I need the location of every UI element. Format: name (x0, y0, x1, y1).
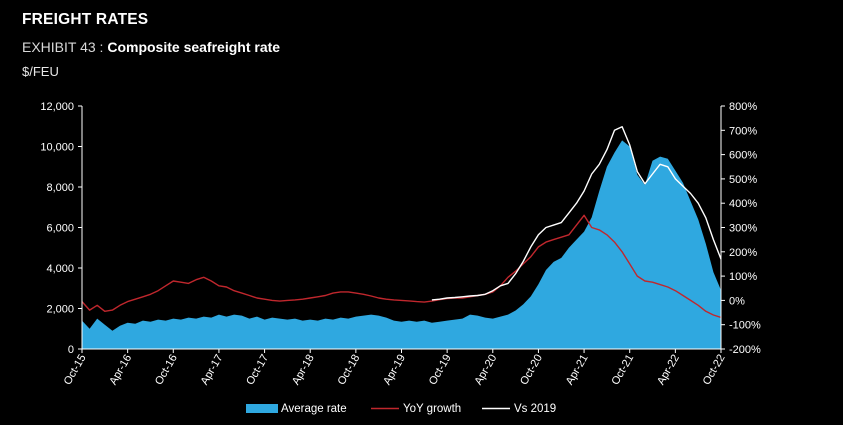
right-tick-label: 600% (729, 150, 757, 162)
x-tick-label: Apr-19 (381, 353, 408, 388)
left-tick-label: 10,000 (40, 142, 74, 154)
x-tick-label: Apr-17 (199, 353, 226, 388)
right-tick-label: 400% (729, 198, 757, 210)
legend-label-average-rate: Average rate (281, 403, 347, 415)
x-tick-label: Oct-22 (701, 353, 728, 388)
left-tick-label: 2,000 (46, 304, 74, 316)
right-tick-label: 700% (729, 125, 757, 137)
unit-label: $/FEU (22, 64, 59, 79)
legend: Average rate YoY growth Vs 2019 (246, 403, 556, 415)
x-tick-label: Apr-16 (107, 353, 134, 388)
legend-label-vs-2019: Vs 2019 (514, 403, 556, 415)
x-tick-label: Oct-20 (518, 353, 545, 388)
right-tick-label: 500% (729, 174, 757, 186)
right-tick-label: -200% (729, 344, 761, 356)
right-tick-label: 200% (729, 247, 757, 259)
left-tick-label: 12,000 (40, 101, 74, 113)
series-average-rate-area (82, 140, 721, 349)
series-vs-2019-line (431, 126, 722, 301)
x-tick-label: Oct-16 (153, 353, 180, 388)
series-yoy-growth-line (81, 214, 722, 319)
x-tick-label: Apr-22 (655, 353, 682, 388)
legend-swatch-average-rate (246, 404, 278, 413)
legend-label-yoy-growth: YoY growth (403, 403, 461, 415)
plot-area (81, 126, 722, 349)
x-tick-label: Apr-18 (290, 353, 317, 388)
left-tick-label: 8,000 (46, 182, 74, 194)
x-tick-label: Apr-20 (472, 353, 499, 388)
right-tick-label: 100% (729, 271, 757, 283)
section-title: FREIGHT RATES (22, 11, 149, 28)
left-tick-label: 4,000 (46, 263, 74, 275)
x-tick-label: Oct-19 (427, 353, 454, 388)
right-tick-label: 300% (729, 223, 757, 235)
right-tick-label: -100% (729, 320, 761, 332)
exhibit-heading: EXHIBIT 43 : Composite seafreight rate (22, 39, 280, 55)
x-tick-label: Oct-15 (62, 353, 89, 388)
left-tick-label: 6,000 (46, 223, 74, 235)
x-tick-label: Oct-17 (244, 353, 271, 388)
chart-title: Composite seafreight rate (107, 39, 281, 55)
left-tick-label: 0 (68, 344, 74, 356)
x-tick-label: Oct-18 (336, 353, 363, 388)
x-tick-label: Oct-21 (609, 353, 636, 388)
right-tick-label: 800% (729, 101, 757, 113)
x-tick-label: Apr-21 (564, 353, 591, 388)
exhibit-label: EXHIBIT 43 : (22, 39, 108, 55)
right-tick-label: 0% (729, 295, 745, 307)
